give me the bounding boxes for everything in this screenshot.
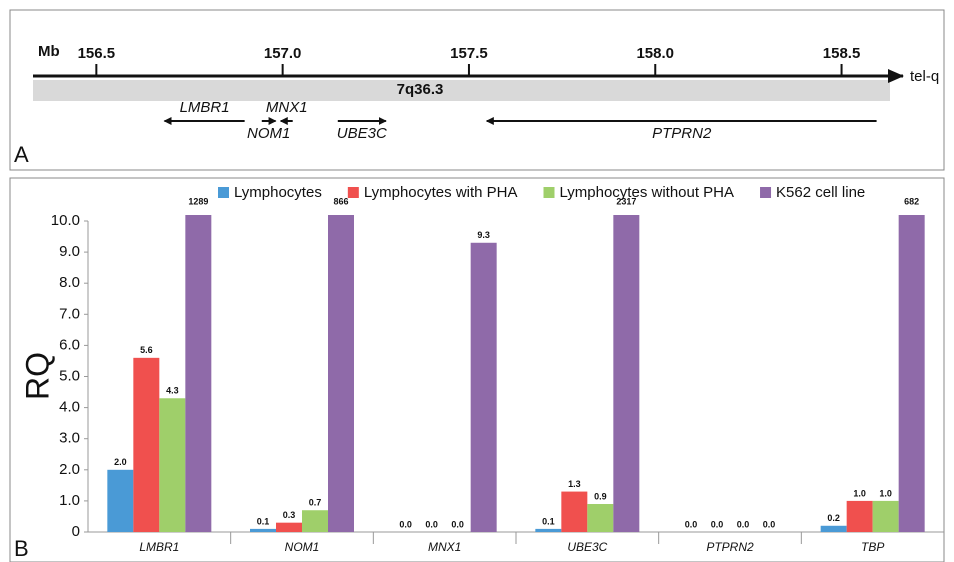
- y-tick-label: 4.0: [59, 399, 80, 416]
- legend-label: K562 cell line: [776, 184, 865, 201]
- x-tick-label: 157.0: [264, 45, 302, 62]
- x-tick-label: NOM1: [285, 540, 320, 554]
- axis-label: Mb: [38, 43, 60, 60]
- bar: [561, 491, 588, 532]
- value-label: 0.0: [763, 519, 776, 529]
- value-label: 682: [904, 196, 919, 206]
- panel-label: A: [14, 142, 29, 167]
- y-tick-label: 3.0: [59, 430, 80, 447]
- x-tick-label: TBP: [861, 540, 884, 554]
- panel-b-frame: [9, 177, 945, 562]
- y-tick-label: 7.0: [59, 305, 80, 322]
- x-tick-label: MNX1: [428, 540, 461, 554]
- x-tick-label: 156.5: [78, 45, 116, 62]
- legend-label: Lymphocytes with PHA: [364, 184, 518, 201]
- x-tick-label: PTPRN2: [706, 540, 754, 554]
- value-label: 0.9: [594, 491, 607, 501]
- value-label: 0.0: [737, 519, 750, 529]
- bar: [276, 522, 302, 532]
- legend-swatch: [347, 187, 359, 198]
- legend-swatch: [218, 187, 229, 198]
- bar: [898, 215, 925, 532]
- chromosome-band: [33, 80, 890, 101]
- value-label: 0.0: [711, 519, 724, 529]
- value-label: 0.3: [283, 510, 296, 520]
- end-label: tel-q: [910, 68, 939, 85]
- bar: [535, 528, 562, 532]
- gene-label: UBE3C: [337, 125, 387, 142]
- y-tick-label: 2.0: [59, 461, 80, 478]
- y-tick-label: 0: [72, 523, 80, 540]
- value-label: 0.0: [425, 519, 438, 529]
- bar: [250, 528, 276, 532]
- value-label: 0.2: [827, 513, 840, 523]
- x-tick-label: LMBR1: [139, 540, 179, 554]
- gene-label: NOM1: [247, 125, 290, 142]
- legend-label: Lymphocytes without PHA: [560, 184, 735, 201]
- y-tick-label: 9.0: [59, 243, 80, 260]
- legend-label: Lymphocytes: [234, 184, 322, 201]
- value-label: 5.6: [140, 345, 153, 355]
- value-label: 1289: [188, 196, 208, 206]
- value-label: 1.3: [568, 479, 581, 489]
- bar: [820, 525, 847, 532]
- y-tick-label: 8.0: [59, 274, 80, 291]
- gene-label: MNX1: [266, 99, 308, 116]
- value-label: 9.3: [477, 230, 490, 240]
- x-tick-label: 158.0: [636, 45, 674, 62]
- x-tick-label: UBE3C: [567, 540, 607, 554]
- band-label: 7q36.3: [397, 81, 444, 98]
- value-label: 1.0: [879, 488, 892, 498]
- value-label: 0.1: [257, 516, 270, 526]
- bar: [302, 510, 328, 532]
- value-label: 0.0: [399, 519, 412, 529]
- y-axis-title: RQ: [19, 352, 55, 400]
- x-tick-label: 157.5: [450, 45, 488, 62]
- bar: [159, 398, 186, 532]
- y-tick-label: 10.0: [51, 212, 80, 229]
- plot-area: [107, 215, 925, 532]
- value-label: 0.1: [542, 516, 555, 526]
- bar: [133, 357, 160, 532]
- bar: [846, 500, 873, 532]
- y-tick-label: 1.0: [59, 492, 80, 509]
- panel-label: B: [14, 536, 29, 561]
- gene-label: PTPRN2: [652, 125, 712, 142]
- bar: [107, 469, 134, 532]
- value-label: 0.0: [451, 519, 464, 529]
- value-label: 866: [333, 196, 348, 206]
- x-tick-label: 158.5: [823, 45, 861, 62]
- value-label: 4.3: [166, 386, 179, 396]
- y-tick-label: 5.0: [59, 367, 80, 384]
- bar: [872, 500, 899, 532]
- value-label: 2.0: [114, 457, 127, 467]
- bar: [328, 215, 354, 532]
- value-label: 0.7: [309, 498, 322, 508]
- legend-swatch: [760, 187, 772, 198]
- panel-a-frame: [9, 9, 945, 171]
- value-label: 2317: [616, 196, 636, 206]
- value-label: 1.0: [853, 488, 866, 498]
- bar: [613, 215, 640, 532]
- bar: [587, 504, 614, 532]
- legend-swatch: [543, 187, 555, 198]
- bar: [470, 242, 497, 532]
- y-tick-label: 6.0: [59, 336, 80, 353]
- gene-label: LMBR1: [180, 99, 230, 116]
- bar: [185, 215, 212, 532]
- value-label: 0.0: [685, 519, 698, 529]
